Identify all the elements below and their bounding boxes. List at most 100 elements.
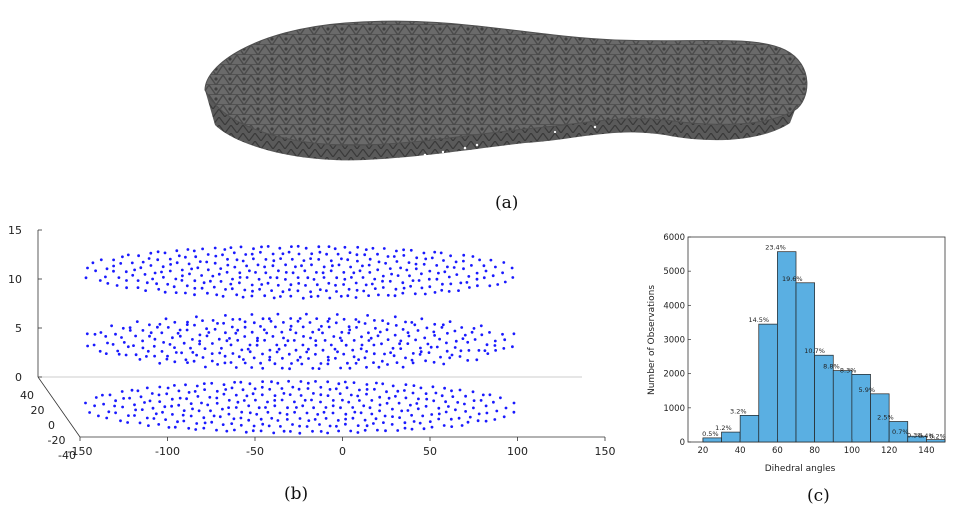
point-2-143	[276, 283, 280, 287]
point-0-91	[225, 429, 229, 433]
point-2-85	[214, 254, 218, 258]
point-0-260	[404, 383, 408, 386]
point-0-222	[362, 404, 366, 408]
point-0-160	[293, 410, 296, 414]
point-2-308	[468, 286, 471, 289]
histogram-ticks: 20 40 60 80 100 120 140 0 1000 2000 3000 4000 5000 60…	[663, 233, 934, 456]
point-2-94	[226, 257, 229, 261]
point-0-140	[273, 399, 277, 402]
point-2-317	[482, 276, 486, 280]
point-2-163	[301, 296, 305, 300]
point-1-49	[173, 346, 176, 349]
point-1-115	[246, 347, 250, 351]
point-0-90	[221, 423, 225, 426]
point-1-214	[351, 348, 355, 352]
point-2-80	[211, 274, 215, 278]
point-1-9	[110, 324, 113, 328]
point-2-238	[377, 260, 381, 264]
point-1-70	[198, 333, 202, 337]
point-0-307	[468, 415, 472, 419]
point-2-300	[455, 273, 459, 276]
point-2-22	[131, 273, 135, 277]
point-2-173	[304, 246, 308, 250]
point-2-45	[163, 251, 167, 255]
point-2-155	[290, 245, 293, 248]
point-2-179	[315, 283, 319, 287]
point-1-89	[218, 351, 222, 355]
point-2-176	[310, 263, 313, 267]
point-2-296	[447, 290, 451, 293]
point-1-28	[141, 346, 145, 350]
point-0-242	[382, 421, 385, 424]
point-2-110	[239, 245, 243, 249]
point-1-165	[296, 319, 300, 323]
point-0-287	[437, 412, 441, 416]
point-0-306	[464, 410, 467, 413]
y-tick-label: 0	[680, 438, 685, 448]
point-1-269	[413, 323, 417, 327]
point-1-237	[374, 326, 377, 330]
point-2-327	[511, 276, 515, 279]
point-1-232	[372, 343, 376, 347]
point-0-186	[324, 406, 328, 409]
point-2-44	[163, 290, 167, 294]
point-0-99	[230, 422, 234, 425]
point-0-270	[417, 397, 420, 401]
point-0-103	[234, 393, 238, 397]
point-1-293	[445, 341, 448, 345]
point-2-97	[231, 277, 234, 281]
point-0-102	[230, 386, 234, 390]
point-2-167	[300, 264, 303, 268]
point-0-123	[257, 406, 261, 410]
point-0-248	[391, 407, 394, 411]
point-2-112	[241, 259, 245, 263]
point-1-280	[429, 345, 433, 349]
point-1-200	[335, 313, 339, 316]
point-1-172	[311, 366, 315, 370]
point-0-97	[227, 412, 231, 416]
point-2-84	[213, 246, 217, 250]
point-0-40	[158, 400, 162, 403]
point-2-231	[368, 271, 372, 274]
point-1-174	[308, 321, 312, 324]
point-0-275	[422, 427, 426, 431]
point-0-308	[466, 420, 470, 424]
point-0-299	[456, 401, 460, 404]
point-0-84	[210, 381, 214, 385]
point-0-131	[266, 400, 269, 404]
point-2-191	[327, 245, 331, 248]
y-tick-label: 40	[20, 389, 34, 402]
point-1-6	[104, 335, 108, 338]
point-2-287	[435, 277, 439, 281]
point-2-131	[263, 265, 266, 269]
point-1-261	[401, 328, 405, 331]
point-0-109	[244, 430, 248, 434]
point-2-253	[392, 255, 396, 258]
point-1-235	[377, 365, 381, 369]
point-0-88	[221, 407, 224, 411]
point-2-38	[156, 250, 160, 254]
point-0-205	[344, 412, 348, 416]
point-1-205	[344, 343, 348, 347]
point-0-69	[193, 390, 197, 393]
point-1-254	[393, 333, 397, 337]
point-2-301	[459, 281, 463, 285]
point-2-316	[484, 269, 488, 273]
point-2-14	[121, 255, 124, 259]
y-tick-label: 0	[48, 419, 55, 432]
point-1-124	[255, 343, 259, 347]
point-2-279	[428, 269, 432, 273]
bar-percent-label: 8.8%	[823, 363, 840, 371]
point-1-187	[321, 348, 325, 352]
point-1-202	[340, 330, 344, 334]
point-1-63	[191, 338, 194, 341]
point-2-50	[172, 285, 176, 289]
point-2-62	[187, 262, 191, 266]
point-0-229	[365, 392, 368, 396]
point-1-114	[248, 343, 252, 347]
bar-percent-label: 0.3%	[907, 432, 924, 440]
point-1-140	[271, 335, 275, 338]
point-1-7	[106, 341, 109, 345]
point-0-165	[297, 387, 301, 391]
point-0-11	[113, 404, 116, 408]
